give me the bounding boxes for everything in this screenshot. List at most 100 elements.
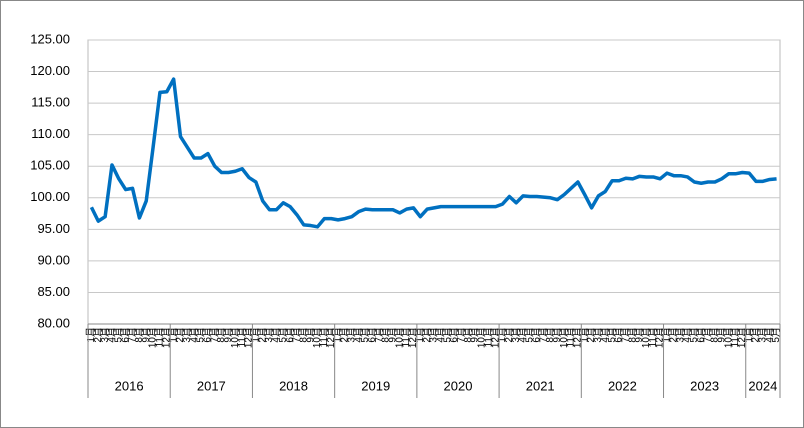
y-tick-label: 90.00 — [37, 252, 70, 267]
y-tick-label: 85.00 — [37, 284, 70, 299]
x-tick-label: 6月 — [119, 327, 131, 343]
x-tick-label: 12月 — [325, 327, 337, 348]
x-tick-label: 7月 — [126, 327, 138, 343]
x-tick-label: 6月 — [530, 327, 542, 343]
x-tick-label: 5月 — [770, 327, 782, 343]
x-tick-label: 5月 — [688, 327, 700, 343]
x-tick-label: 7月 — [455, 327, 467, 343]
x-tick-label: 11月 — [482, 327, 494, 347]
x-tick-label: 9月 — [304, 327, 316, 343]
x-tick-label: 4月 — [270, 327, 282, 343]
x-tick-label: 9月 — [222, 327, 234, 343]
x-tick-label: 11月 — [154, 327, 166, 347]
year-label: 2016 — [115, 378, 144, 393]
y-tick-label: 100.00 — [30, 189, 70, 204]
x-tick-label: 5月 — [195, 327, 207, 343]
x-tick-label: 10月 — [722, 327, 734, 348]
year-label: 2020 — [444, 378, 473, 393]
year-label: 2022 — [608, 378, 637, 393]
x-tick-label: 9月 — [633, 327, 645, 343]
x-tick-label: 8月 — [709, 327, 721, 343]
x-tick-label: 5月 — [112, 327, 124, 343]
x-tick-label: 4月 — [434, 327, 446, 343]
x-tick-label: 8月 — [297, 327, 309, 343]
x-tick-label: 2月 — [92, 327, 104, 343]
x-tick-label: 12月 — [407, 327, 419, 348]
x-tick-label: 6月 — [613, 327, 625, 343]
x-tick-label: 4月 — [106, 327, 118, 343]
x-tick-label: 3月 — [428, 327, 440, 343]
x-tick-label: 8月 — [544, 327, 556, 343]
x-tick-label: 9月 — [469, 327, 481, 343]
x-tick-label: 2月 — [256, 327, 268, 343]
year-label: 2019 — [361, 378, 390, 393]
x-tick-label: 6月 — [448, 327, 460, 343]
y-tick-label: 80.00 — [37, 315, 70, 330]
x-tick-label: 7月 — [619, 327, 631, 343]
x-tick-label: 2月 — [585, 327, 597, 343]
x-tick-label: 10月 — [393, 327, 405, 348]
x-tick-label: 3月 — [99, 327, 111, 343]
x-tick-label: 4月 — [188, 327, 200, 343]
x-tick-label: 10月 — [640, 327, 652, 348]
x-tick-label: 11月 — [400, 327, 412, 347]
year-label: 2017 — [197, 378, 226, 393]
x-tick-label: 7月 — [537, 327, 549, 343]
x-tick-label: 6月 — [202, 327, 214, 343]
x-tick-label: 10月 — [147, 327, 159, 348]
x-tick-label: 9月 — [140, 327, 152, 343]
x-tick-label: 7月 — [373, 327, 385, 343]
x-tick-label: 3月 — [592, 327, 604, 343]
x-tick-label: 8月 — [380, 327, 392, 343]
y-tick-label: 120.00 — [30, 63, 70, 78]
x-tick-label: 12月 — [572, 327, 584, 348]
x-tick-label: 12月 — [243, 327, 255, 348]
y-tick-label: 115.00 — [31, 95, 70, 110]
x-tick-label: 7月 — [208, 327, 220, 343]
x-tick-label: 5月 — [606, 327, 618, 343]
x-tick-label: 10月 — [229, 327, 241, 348]
x-tick-label: 7月 — [291, 327, 303, 343]
x-tick-label: 11月 — [647, 327, 659, 347]
x-tick-label: 9月 — [387, 327, 399, 343]
year-label: 2021 — [526, 378, 555, 393]
x-tick-label: 6月 — [366, 327, 378, 343]
y-tick-label: 110.00 — [31, 126, 70, 141]
line-series — [89, 77, 777, 229]
x-tick-label: 4月 — [517, 327, 529, 343]
x-tick-label: 3月 — [674, 327, 686, 343]
x-tick-label: 11月 — [236, 327, 248, 347]
x-tick-label: 12月 — [736, 327, 748, 348]
x-tick-label: 5月 — [524, 327, 536, 343]
x-tick-label: 3月 — [757, 327, 769, 343]
x-tick-label: 11月 — [565, 327, 577, 347]
x-tick-label: 12月 — [489, 327, 501, 348]
x-tick-label: 2月 — [750, 327, 762, 343]
x-tick-label: 3月 — [345, 327, 357, 343]
x-tick-label: 3月 — [263, 327, 275, 343]
x-tick-label: 9月 — [715, 327, 727, 343]
x-tick-label: 2月 — [421, 327, 433, 343]
x-tick-label: 5月 — [277, 327, 289, 343]
x-tick-label: 12月 — [160, 327, 172, 348]
year-label: 2023 — [690, 378, 719, 393]
x-tick-label: 6月 — [695, 327, 707, 343]
x-tick-label: 10月 — [476, 327, 488, 348]
x-tick-label: 8月 — [462, 327, 474, 343]
y-tick-label: 125.00 — [30, 31, 70, 46]
x-tick-label: 2月 — [174, 327, 186, 343]
x-tick-label: 5月 — [441, 327, 453, 343]
x-tick-label: 4月 — [763, 327, 775, 343]
x-tick-label: 2月 — [503, 327, 515, 343]
x-tick-label: 4月 — [352, 327, 364, 343]
x-tick-label: 8月 — [133, 327, 145, 343]
x-tick-label: 10月 — [558, 327, 570, 348]
x-tick-label: 3月 — [181, 327, 193, 343]
x-tick-label: 4月 — [599, 327, 611, 343]
y-tick-label: 95.00 — [37, 221, 70, 236]
y-tick-label: 105.00 — [30, 158, 70, 173]
x-tick-label: 9月 — [551, 327, 563, 343]
x-tick-label: 6月 — [284, 327, 296, 343]
